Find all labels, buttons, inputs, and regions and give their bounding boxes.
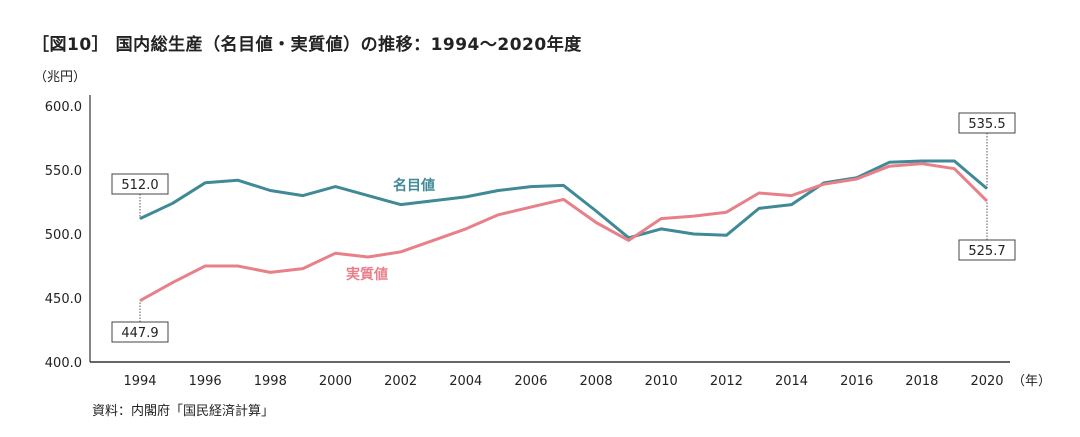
x-axis-unit: （年） [1012, 374, 1051, 389]
x-tick-label: 2020 [970, 374, 1003, 389]
y-tick-label: 600.0 [45, 100, 82, 115]
annotation-value: 525.7 [968, 244, 1005, 259]
source-note: 資料：内閣府「国民経済計算」 [92, 404, 275, 419]
y-tick-label: 450.0 [45, 292, 82, 307]
series-label-real: 実質値 [346, 266, 388, 283]
x-tick-label: 1998 [254, 374, 287, 389]
chart-title: ［図10］ 国内総生産（名目値・実質値）の推移：1994〜2020年度 [32, 35, 582, 55]
x-tick-label: 2008 [580, 374, 613, 389]
x-tick-label: 2018 [905, 374, 938, 389]
x-tick-label: 2012 [710, 374, 743, 389]
x-tick-label: 2010 [645, 374, 678, 389]
x-tick-label: 2002 [384, 374, 417, 389]
x-tick-label: 2000 [319, 374, 352, 389]
annotation-box [111, 321, 169, 343]
x-tick-label: 1994 [123, 374, 156, 389]
annotation-value: 512.0 [121, 178, 158, 193]
x-tick-label: 2006 [514, 374, 547, 389]
annotation-value: 535.5 [968, 117, 1005, 132]
y-axis-unit: （兆円） [34, 70, 87, 85]
y-tick-label: 400.0 [45, 356, 82, 371]
annotation-value: 447.9 [121, 326, 158, 341]
annotation-box [958, 112, 1016, 134]
y-tick-label: 550.0 [45, 164, 82, 179]
y-tick-label: 500.0 [45, 228, 82, 243]
x-tick-label: 1996 [189, 374, 222, 389]
annotation-box [111, 173, 169, 195]
x-tick-label: 2014 [775, 374, 808, 389]
x-tick-label: 2004 [449, 374, 482, 389]
series-label-nominal: 名目値 [393, 177, 435, 194]
series-line-real [139, 162, 989, 303]
annotation-box [958, 239, 1016, 261]
x-tick-label: 2016 [840, 374, 873, 389]
